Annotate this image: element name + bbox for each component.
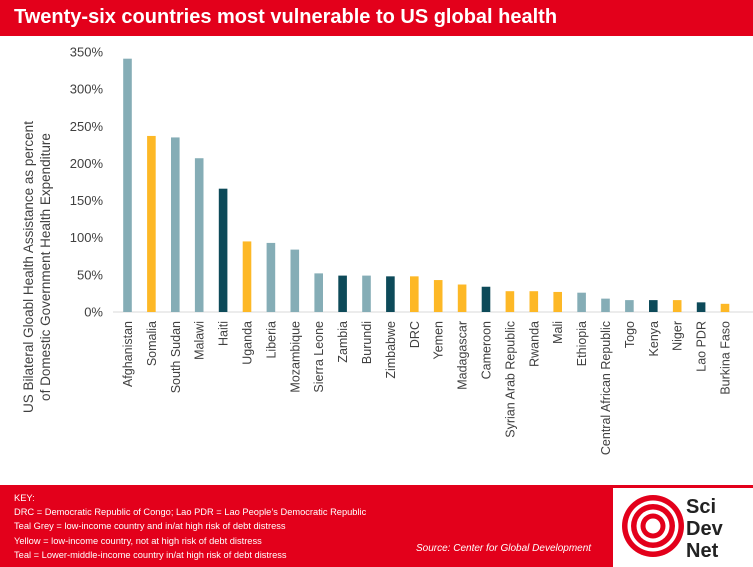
x-tick-label: Burundi bbox=[360, 321, 374, 364]
page-title: Twenty-six countries most vulnerable to … bbox=[14, 6, 558, 28]
bar bbox=[529, 291, 539, 312]
x-tick-label: Syrian Arab Republic bbox=[503, 321, 517, 438]
y-tick-label: 300% bbox=[70, 82, 104, 97]
x-tick-label: Kenya bbox=[647, 321, 661, 356]
x-tick-label: Mozambique bbox=[288, 321, 302, 393]
x-tick-label: Cameroon bbox=[480, 321, 494, 379]
bar bbox=[338, 275, 347, 312]
y-tick-label: 200% bbox=[70, 156, 104, 171]
x-tick-label: Rwanda bbox=[527, 321, 541, 367]
bar bbox=[457, 284, 467, 312]
bar bbox=[410, 276, 419, 312]
bar bbox=[218, 188, 228, 312]
bar bbox=[242, 241, 252, 312]
y-axis-title-line: US Bilateral Gloabl Health Assistance as… bbox=[21, 121, 36, 413]
key-line-abbreviations: DRC = Democratic Republic of Congo; Lao … bbox=[14, 507, 367, 518]
bar-chart: US Bilateral Gloabl Health Assistance as… bbox=[21, 45, 753, 455]
x-tick-label: Liberia bbox=[264, 321, 278, 359]
bar bbox=[601, 298, 610, 312]
x-tick-label: Mali bbox=[551, 321, 565, 344]
bar bbox=[577, 292, 586, 312]
logo-wordmark: Sci Dev Net bbox=[686, 496, 723, 562]
x-tick-label: South Sudan bbox=[169, 321, 183, 393]
logo-line-dev: Dev bbox=[686, 518, 723, 540]
y-axis-title-line: of Domestic Government Health Expenditur… bbox=[38, 133, 53, 401]
bar bbox=[147, 135, 156, 312]
logo-line-net: Net bbox=[686, 540, 719, 562]
x-tick-label: Ethiopia bbox=[575, 321, 589, 366]
x-tick-label: Togo bbox=[623, 321, 637, 348]
logo-line-sci: Sci bbox=[686, 496, 717, 518]
y-tick-label: 0% bbox=[84, 305, 103, 320]
key-line-teal: Teal = Lower-middle-income country in/at… bbox=[14, 549, 287, 560]
x-tick-label: Zimbabwe bbox=[384, 321, 398, 379]
title-bar: Twenty-six countries most vulnerable to … bbox=[0, 0, 753, 36]
bar bbox=[314, 273, 323, 312]
x-tick-label: Haiti bbox=[217, 321, 231, 346]
logo-card[interactable] bbox=[613, 488, 753, 567]
bar bbox=[171, 137, 180, 312]
x-tick-label: Zambia bbox=[336, 321, 350, 363]
source-note: Source: Center for Global Development bbox=[416, 543, 592, 554]
x-tick-label: Burkina Faso bbox=[719, 321, 733, 395]
x-tick-label: DRC bbox=[408, 321, 422, 348]
bars bbox=[123, 58, 730, 312]
y-axis-title: US Bilateral Gloabl Health Assistance as… bbox=[21, 121, 53, 413]
bar bbox=[123, 58, 132, 312]
x-tick-label: Afghanistan bbox=[121, 321, 135, 387]
bar bbox=[386, 276, 395, 312]
bar bbox=[481, 286, 491, 312]
x-tick-label: Malawi bbox=[193, 321, 207, 360]
x-tick-label: Sierra Leone bbox=[312, 321, 326, 393]
x-tick-label: Uganda bbox=[241, 321, 255, 365]
bar bbox=[649, 300, 658, 312]
x-axis-labels: Afghanistan Somalia South Sudan Malawi Haiti… bbox=[121, 321, 733, 455]
y-tick-label: 350% bbox=[70, 45, 104, 60]
y-tick-label: 250% bbox=[70, 119, 104, 134]
key-line-yellow: Yellow = low-income country, not at high… bbox=[14, 535, 262, 546]
x-tick-label: Somalia bbox=[145, 321, 159, 366]
bar bbox=[266, 242, 276, 312]
bar bbox=[696, 302, 706, 312]
y-tick-label: 100% bbox=[70, 230, 104, 245]
bar bbox=[553, 291, 562, 312]
bar bbox=[720, 303, 730, 312]
x-tick-label: Niger bbox=[671, 321, 685, 351]
bar bbox=[362, 275, 371, 312]
key-block: KEY: DRC = Democratic Republic of Congo;… bbox=[14, 491, 366, 562]
y-tick-label: 50% bbox=[77, 267, 103, 282]
x-tick-label: Yemen bbox=[432, 321, 446, 360]
bar bbox=[505, 291, 515, 312]
x-tick-label: Lao PDR bbox=[695, 321, 709, 372]
logo-rings-icon bbox=[622, 495, 684, 557]
x-tick-label: Madagascar bbox=[456, 321, 470, 390]
bar bbox=[672, 300, 682, 312]
bar bbox=[290, 249, 300, 312]
x-tick-label: Central African Republic bbox=[599, 321, 613, 455]
bar bbox=[194, 158, 204, 312]
key-line-teal-grey: Teal Grey = low-income country and in/at… bbox=[14, 521, 286, 532]
key-title: KEY: bbox=[14, 493, 35, 503]
bar bbox=[433, 280, 443, 312]
y-tick-label: 150% bbox=[70, 193, 104, 208]
y-axis-ticks: 0% 50% 100% 150% 200% 250% 300% 350% bbox=[70, 45, 104, 320]
bar bbox=[625, 300, 634, 312]
